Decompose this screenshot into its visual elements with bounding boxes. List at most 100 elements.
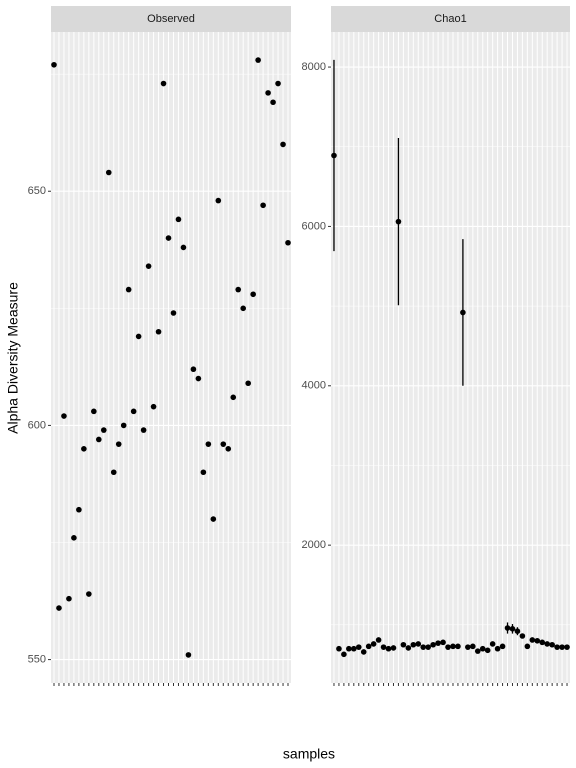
point — [255, 57, 261, 63]
point — [524, 643, 531, 650]
point — [115, 441, 122, 447]
panel — [51, 32, 291, 683]
panel — [331, 32, 570, 683]
point — [275, 80, 281, 87]
point — [235, 286, 242, 293]
point — [549, 641, 555, 648]
point — [445, 644, 451, 650]
point — [380, 644, 387, 650]
point — [470, 643, 476, 650]
point — [341, 651, 347, 658]
point — [336, 645, 342, 652]
point — [215, 197, 222, 204]
point — [160, 80, 167, 87]
y-axis-title: Alpha Diversity Measure — [5, 282, 21, 434]
point — [230, 394, 237, 401]
strip — [51, 6, 291, 32]
x-axis-title: samples — [283, 746, 335, 762]
point — [385, 645, 392, 652]
point — [465, 644, 471, 650]
point — [91, 408, 97, 415]
point — [66, 595, 72, 602]
point — [140, 427, 147, 433]
y-tick-label: 600 — [28, 419, 46, 431]
y-tick-label: 6000 — [302, 220, 326, 232]
point — [395, 218, 402, 225]
y-tick-label: 650 — [28, 185, 46, 197]
point — [405, 645, 412, 651]
point — [185, 652, 192, 658]
point — [245, 380, 251, 387]
point — [190, 366, 197, 373]
point — [240, 305, 246, 312]
point — [435, 640, 441, 646]
point — [220, 441, 227, 447]
point — [56, 605, 62, 611]
point — [425, 644, 431, 650]
point — [544, 641, 550, 647]
point — [474, 648, 481, 654]
point — [145, 263, 152, 269]
point — [61, 413, 67, 419]
point — [499, 643, 506, 650]
point — [81, 446, 87, 452]
point — [351, 645, 357, 652]
point — [280, 141, 286, 148]
point — [200, 469, 207, 476]
y-tick-label: 2000 — [302, 539, 326, 551]
point — [440, 639, 446, 646]
point — [125, 286, 132, 293]
point — [130, 408, 137, 415]
point — [415, 641, 422, 647]
point — [180, 244, 187, 251]
point — [165, 235, 172, 241]
point — [225, 446, 232, 452]
point — [564, 644, 570, 650]
point — [135, 333, 142, 340]
point — [420, 644, 427, 650]
y-tick-label: 550 — [28, 653, 46, 665]
point — [265, 90, 271, 96]
point — [519, 633, 526, 639]
strip-label: Chao1 — [434, 13, 466, 25]
point — [554, 644, 560, 650]
point — [370, 641, 377, 647]
point — [86, 591, 92, 597]
point — [509, 626, 516, 632]
point — [346, 645, 352, 652]
strip-label: Observed — [147, 13, 195, 25]
point — [455, 643, 461, 650]
strip — [331, 6, 570, 32]
point — [355, 644, 362, 650]
y-tick-label: 8000 — [302, 61, 326, 73]
point — [105, 169, 112, 176]
point — [285, 239, 291, 246]
point — [360, 649, 367, 655]
point — [260, 202, 266, 209]
point — [479, 645, 486, 652]
point — [559, 644, 565, 650]
point — [110, 469, 117, 476]
point — [365, 643, 372, 650]
point — [205, 441, 212, 447]
point — [529, 637, 536, 643]
point — [120, 422, 127, 429]
point — [270, 99, 276, 106]
point — [155, 328, 162, 335]
point — [539, 639, 546, 646]
point — [504, 625, 511, 631]
point — [100, 427, 107, 433]
point — [534, 637, 541, 644]
point — [430, 641, 436, 648]
point — [400, 641, 407, 648]
point — [375, 637, 382, 643]
point — [450, 643, 456, 650]
point — [410, 641, 417, 648]
point — [514, 628, 521, 635]
point — [51, 61, 57, 68]
point — [150, 403, 157, 410]
point — [175, 216, 182, 223]
point — [494, 645, 501, 652]
point — [210, 516, 217, 522]
